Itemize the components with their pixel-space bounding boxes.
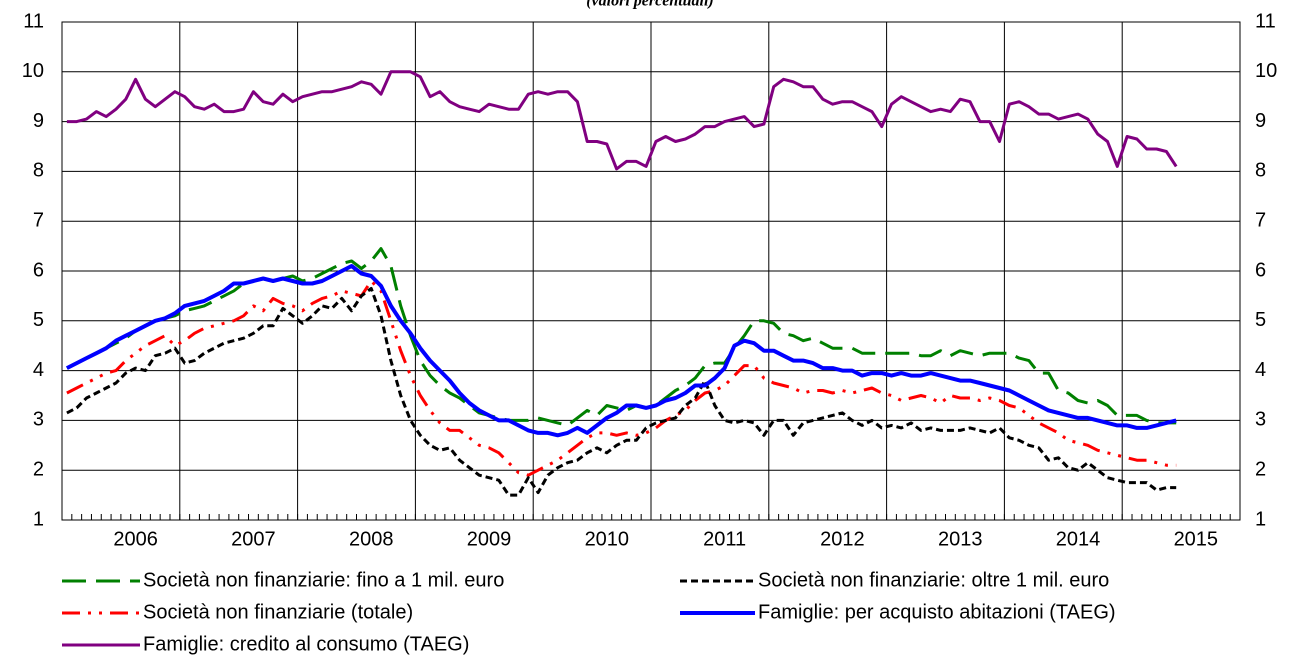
x-tick-label: 2009	[467, 528, 512, 550]
x-tick-label: 2013	[938, 528, 983, 550]
y-tick-label: 4	[33, 359, 44, 381]
y2-tick-label: 1	[1255, 508, 1266, 530]
x-tick-label: 2012	[820, 528, 865, 550]
series-line	[66, 70, 1178, 171]
x-tick-label: 2006	[113, 528, 158, 550]
y-tick-label: 8	[33, 160, 44, 182]
y-tick-label: 2	[33, 458, 44, 480]
legend-label: Famiglie: credito al consumo (TAEG)	[143, 633, 469, 655]
y-tick-label: 11	[23, 10, 44, 32]
y2-tick-label: 10	[1255, 60, 1277, 82]
x-tick-label: 2007	[231, 528, 276, 550]
y-tick-label: 10	[22, 60, 44, 82]
legend-label: Società non finanziarie: fino a 1 mil. e…	[143, 569, 504, 591]
x-tick-label: 2014	[1056, 528, 1101, 550]
y2-tick-label: 7	[1255, 209, 1266, 231]
y-tick-label: 1	[33, 508, 44, 530]
y-tick-label: 5	[33, 309, 44, 331]
plot-frame	[61, 21, 1241, 521]
legend-label: Famiglie: per acquisto abitazioni (TAEG)	[758, 601, 1116, 623]
y2-tick-label: 5	[1255, 309, 1266, 331]
chart-subtitle: (valori percentuali)	[586, 0, 714, 10]
x-tick-label: 2008	[349, 528, 394, 550]
series-line	[66, 286, 1177, 497]
series-line	[66, 247, 1177, 427]
y2-tick-label: 4	[1255, 359, 1266, 381]
y-tick-label: 9	[33, 110, 44, 132]
y2-tick-label: 2	[1255, 458, 1266, 480]
y-tick-label: 7	[33, 209, 44, 231]
y2-tick-label: 9	[1255, 110, 1266, 132]
y-tick-label: 6	[33, 259, 44, 281]
y2-tick-label: 8	[1255, 160, 1266, 182]
x-tick-label: 2011	[703, 528, 746, 550]
series-line	[65, 264, 1177, 438]
y2-tick-label: 3	[1255, 409, 1266, 431]
y-tick-label: 3	[33, 409, 44, 431]
y2-tick-label: 6	[1255, 259, 1266, 281]
x-tick-label: 2010	[585, 528, 630, 550]
y2-tick-label: 11	[1255, 10, 1276, 32]
x-tick-label: 2015	[1174, 528, 1219, 550]
legend-label: Società non finanziarie (totale)	[143, 601, 413, 623]
legend-label: Società non finanziarie: oltre 1 mil. eu…	[758, 569, 1109, 591]
series-line	[66, 279, 1177, 477]
